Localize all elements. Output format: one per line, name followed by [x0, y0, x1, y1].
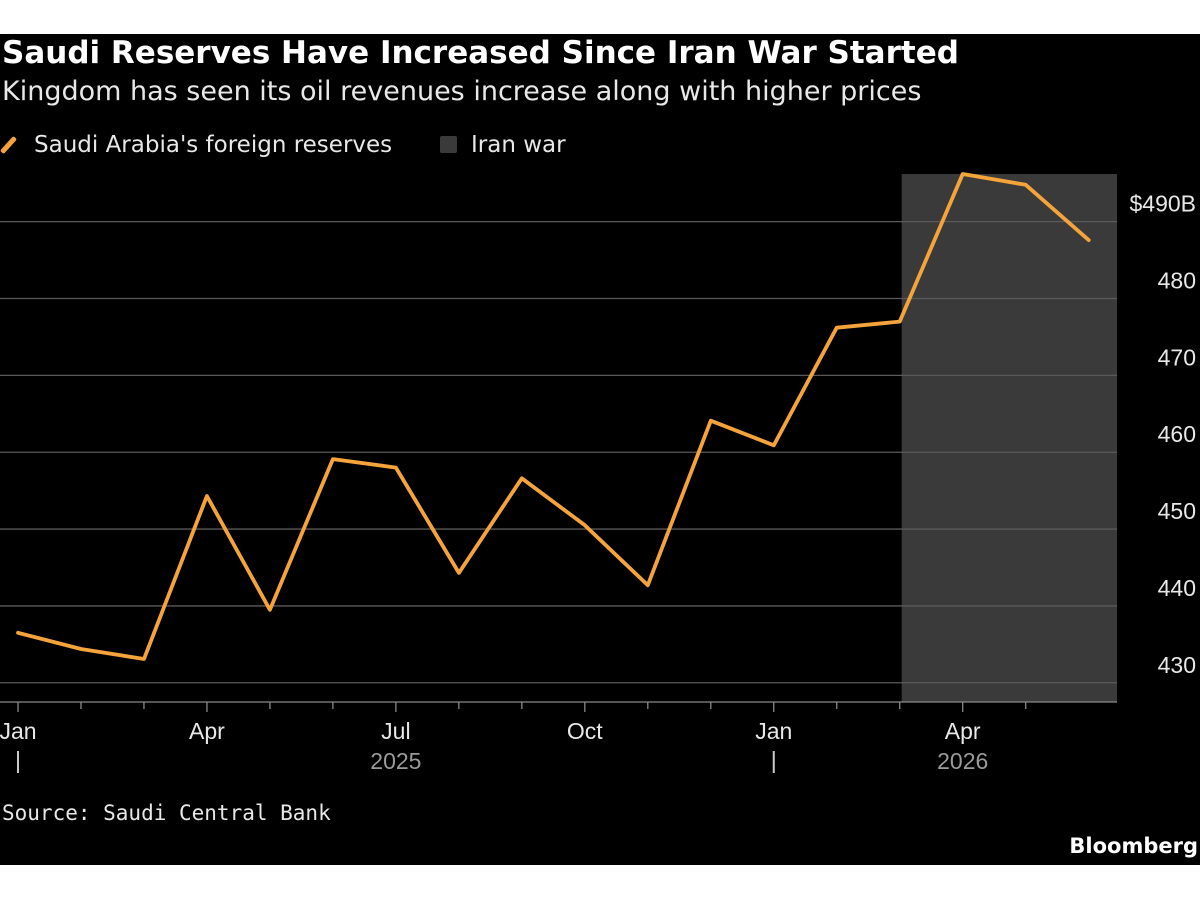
- x-tick-label: Apr: [189, 718, 225, 744]
- y-tick-label: 480: [1158, 268, 1196, 294]
- bloomberg-logo: Bloomberg: [1069, 834, 1198, 858]
- y-tick-label: $490B: [1129, 191, 1196, 217]
- x-tick-label: Jan: [755, 718, 792, 744]
- y-tick-label: 470: [1158, 344, 1196, 370]
- source-note: Source: Saudi Central Bank: [2, 801, 331, 825]
- legend-label-reserves: Saudi Arabia's foreign reserves: [34, 132, 393, 158]
- series-line-reserves: [16, 172, 1091, 661]
- line-chart: 430 440 450 460 470 480 $490B Jan Apr Jul Oct Jan Ap…: [0, 172, 1196, 774]
- shaded-region-iran-war: [901, 174, 1117, 702]
- y-tick-label: 440: [1158, 575, 1196, 601]
- x-tick-label: Jul: [381, 718, 410, 744]
- x-tick-label: Jan: [0, 718, 37, 744]
- legend-label-iran-war: Iran war: [471, 132, 566, 158]
- x-tick-label: Apr: [945, 718, 981, 744]
- chart-subtitle: Kingdom has seen its oil revenues increa…: [2, 76, 922, 107]
- y-tick-label: 460: [1158, 421, 1196, 447]
- y-tick-label: 450: [1158, 498, 1196, 524]
- y-tick-label: 430: [1158, 652, 1196, 678]
- square-swatch-icon: [440, 136, 457, 153]
- x-tick-label: Oct: [567, 718, 603, 744]
- chart-title: Saudi Reserves Have Increased Since Iran…: [2, 35, 959, 71]
- x-year-label: 2025: [370, 748, 421, 774]
- x-year-label: 2026: [937, 748, 988, 774]
- chart-frame: Saudi Reserves Have Increased Since Iran…: [0, 34, 1200, 865]
